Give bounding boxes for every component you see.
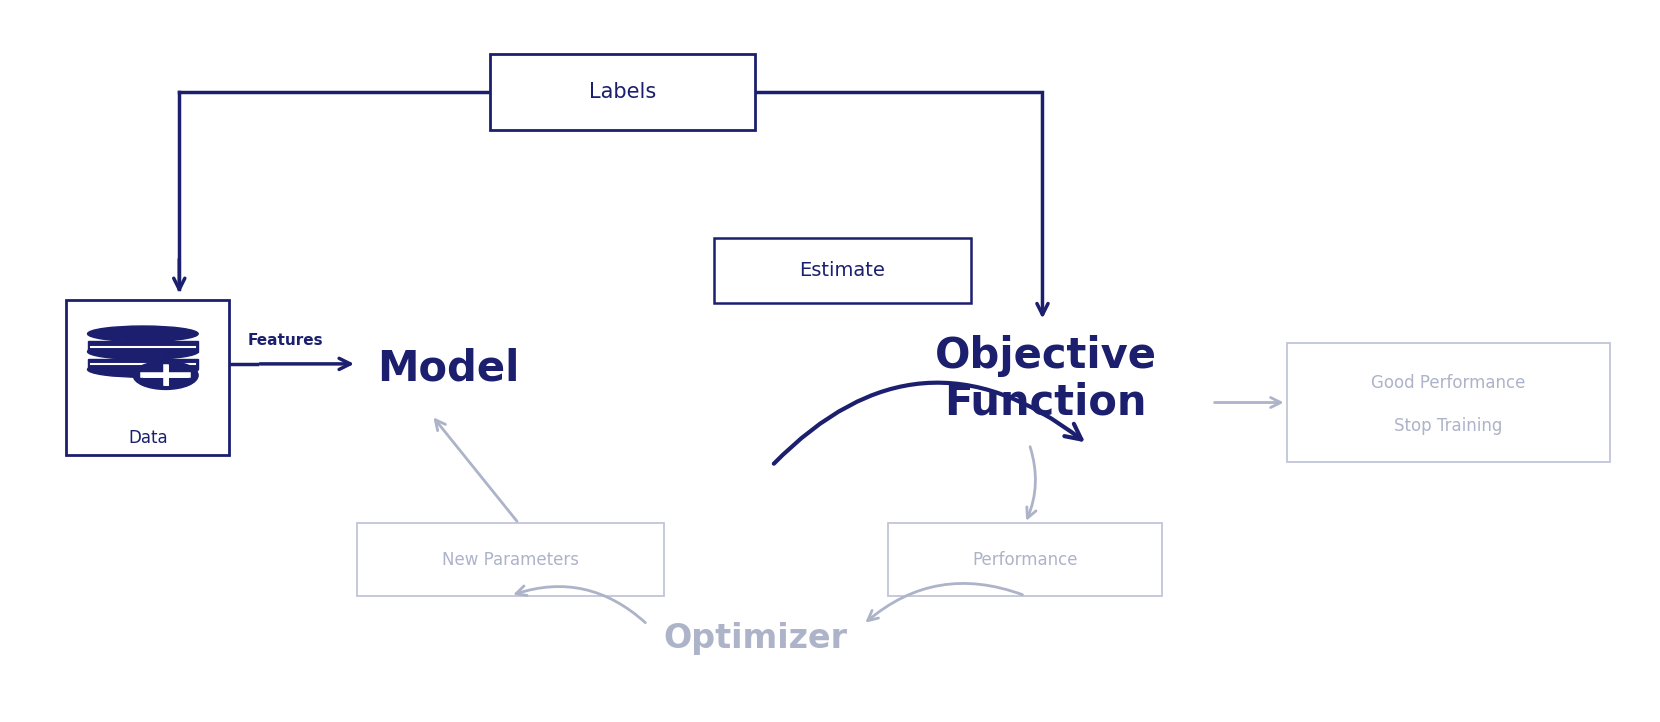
Text: Stop Training: Stop Training <box>1394 417 1502 435</box>
FancyBboxPatch shape <box>66 300 229 455</box>
Text: Model: Model <box>377 347 520 389</box>
Bar <box>88 341 198 352</box>
Text: Estimate: Estimate <box>800 261 885 280</box>
Bar <box>88 359 198 370</box>
Ellipse shape <box>88 326 198 342</box>
FancyBboxPatch shape <box>490 54 755 130</box>
FancyBboxPatch shape <box>888 523 1162 596</box>
Text: Labels: Labels <box>589 82 656 102</box>
Text: Objective
Function: Objective Function <box>935 334 1157 424</box>
Text: New Parameters: New Parameters <box>442 551 579 568</box>
Ellipse shape <box>88 344 198 360</box>
Text: Features: Features <box>247 334 324 348</box>
FancyBboxPatch shape <box>714 238 971 303</box>
Ellipse shape <box>88 362 198 377</box>
Ellipse shape <box>133 361 198 389</box>
Text: Optimizer: Optimizer <box>664 622 847 656</box>
FancyBboxPatch shape <box>1286 343 1610 462</box>
Text: Performance: Performance <box>973 551 1077 568</box>
Text: Data: Data <box>128 429 168 447</box>
Text: Good Performance: Good Performance <box>1371 375 1526 393</box>
FancyBboxPatch shape <box>357 523 664 596</box>
